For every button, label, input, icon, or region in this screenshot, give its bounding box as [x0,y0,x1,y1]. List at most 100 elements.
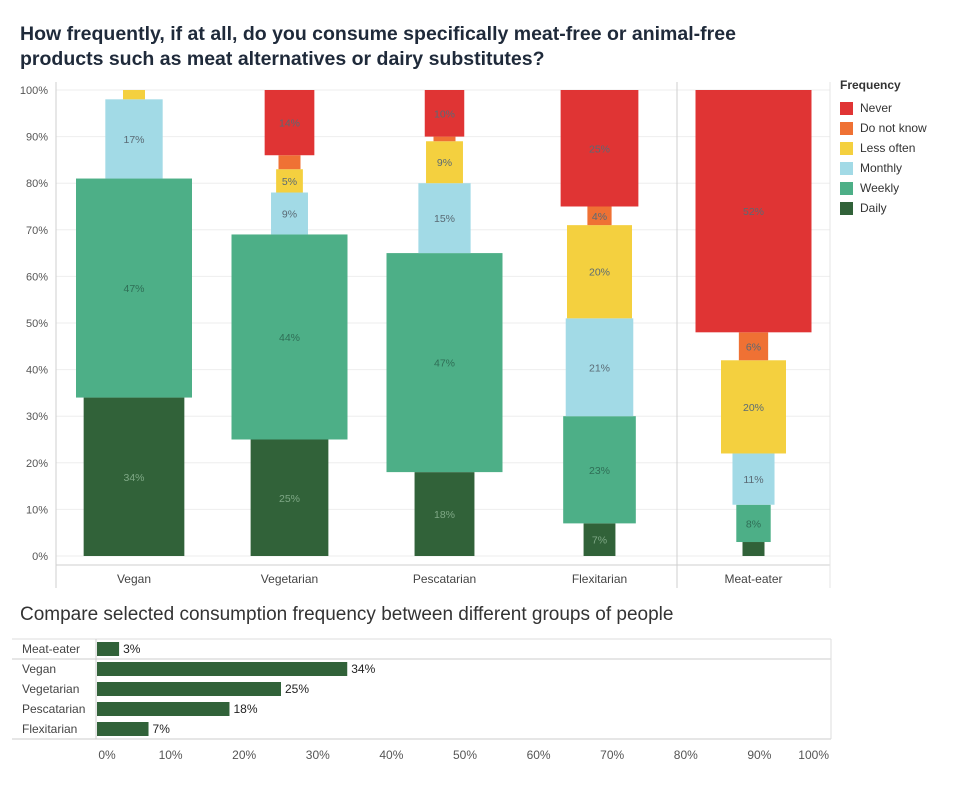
legend-item-monthly[interactable]: Monthly [840,158,927,178]
legend-item-daily[interactable]: Daily [840,198,927,218]
bar-segment-label: 23% [589,465,610,477]
legend-item-do-not-know[interactable]: Do not know [840,118,927,138]
bar-segment-label: 9% [437,157,452,169]
row-label: Pescatarian [22,702,85,716]
y-tick-label: 0% [32,551,48,563]
bar-segment-less-often[interactable] [123,90,145,100]
bar-segment-never[interactable] [424,90,465,137]
bar-segment-monthly[interactable] [105,99,163,179]
bar-segment-daily[interactable] [83,397,185,556]
y-tick-label: 90% [26,132,48,144]
legend-label: Less often [860,141,916,155]
x-category-label: Flexitarian [572,572,627,586]
comparison-bar-chart: Meat-eater 3% Vegan 34% Vegetarian 25% Pescata… [12,638,832,762]
bar-segment-do-not-know[interactable] [278,155,301,170]
bar-segment-label: 44% [279,332,300,344]
comparison-bar[interactable] [97,682,281,696]
x-tick-label: 40% [379,748,403,762]
legend-item-less-often[interactable]: Less often [840,138,927,158]
row-label: Flexitarian [22,722,77,736]
bar-segment-weekly[interactable] [736,504,771,543]
x-tick-label: 90% [747,748,771,762]
bar-segment-label: 47% [434,358,455,370]
y-tick-label: 40% [26,365,48,377]
bar-value-label: 25% [285,682,309,696]
bar-segment-never[interactable] [560,90,639,207]
bar-segment-daily[interactable] [250,439,329,557]
x-category-label: Vegan [117,572,151,586]
comparison-chart-title: Compare selected consumption frequency b… [20,604,674,625]
y-tick-label: 50% [26,318,48,330]
legend-item-weekly[interactable]: Weekly [840,178,927,198]
bar-segment-less-often[interactable] [426,141,463,184]
legend-swatch [840,161,853,175]
bar-segment-label: 18% [434,509,455,521]
bar-segment-label: 9% [282,208,297,220]
bar-segment-never[interactable] [264,90,315,156]
bar-segment-weekly[interactable] [386,253,503,473]
bar-segment-do-not-know[interactable] [433,136,456,142]
legend-item-never[interactable]: Never [840,98,927,118]
bar-segment-weekly[interactable] [231,234,348,440]
x-tick-label: 100% [798,748,829,762]
comparison-bar[interactable] [97,662,348,676]
bar-segment-monthly[interactable] [418,183,471,254]
x-tick-label: 10% [159,748,183,762]
bar-segment-label: 14% [279,118,300,130]
bar-segment-label: 7% [592,535,607,547]
legend-label: Do not know [860,121,927,135]
bar-segment-less-often[interactable] [567,225,632,319]
y-tick-label: 20% [26,458,48,470]
bar-value-label: 7% [153,722,171,736]
legend-label: Monthly [860,161,903,175]
bar-value-label: 3% [123,642,141,656]
bar-segment-label: 20% [743,402,764,414]
comparison-bar[interactable] [97,642,120,656]
bar-segment-daily[interactable] [742,542,765,556]
x-category-label: Pescatarian [413,572,476,586]
legend-label: Daily [860,201,887,215]
bar-segment-never[interactable] [695,90,812,333]
legend: Frequency Never Do not know Less often Mont… [840,78,927,218]
x-tick-label: 80% [674,748,698,762]
bar-segment-daily[interactable] [414,472,475,556]
bar-value-label: 18% [233,702,257,716]
bar-segment-monthly[interactable] [271,192,308,235]
bar-segment-weekly[interactable] [76,178,192,398]
comparison-bar[interactable] [97,702,230,716]
y-tick-label: 30% [26,411,48,423]
bar-segment-label: 34% [123,472,144,484]
bar-segment-label: 15% [434,213,455,225]
row-label: Vegetarian [22,682,79,696]
x-category-label: Meat-eater [724,572,782,586]
legend-swatch [840,141,853,155]
bar-segment-label: 47% [123,283,144,295]
bar-segment-label: 20% [589,267,610,279]
bar-segment-label: 8% [746,518,761,530]
bar-segment-less-often[interactable] [276,169,303,193]
bar-segment-weekly[interactable] [563,416,636,524]
bar-segment-do-not-know[interactable] [587,206,612,226]
x-tick-label: 50% [453,748,477,762]
legend-label: Weekly [860,181,900,195]
legend-swatch [840,121,853,135]
comparison-bar[interactable] [97,722,149,736]
x-tick-label: 20% [232,748,256,762]
bar-segment-monthly[interactable] [732,453,775,505]
bar-segment-less-often[interactable] [721,360,786,454]
bar-segment-monthly[interactable] [565,318,634,417]
legend-title: Frequency [840,78,901,92]
bar-segment-label: 25% [589,143,610,155]
x-category-label: Vegetarian [261,572,318,586]
bar-segment-do-not-know[interactable] [738,332,769,361]
y-tick-label: 10% [26,504,48,516]
x-tick-label: 60% [527,748,551,762]
bar-segment-label: 4% [592,211,607,223]
bar-segment-daily[interactable] [583,523,616,556]
legend-swatch [840,181,853,195]
legend-label: Never [860,101,893,115]
x-tick-label: 70% [600,748,624,762]
bar-segment-label: 6% [746,341,761,353]
legend-swatch [840,201,853,215]
y-tick-label: 100% [20,85,48,97]
